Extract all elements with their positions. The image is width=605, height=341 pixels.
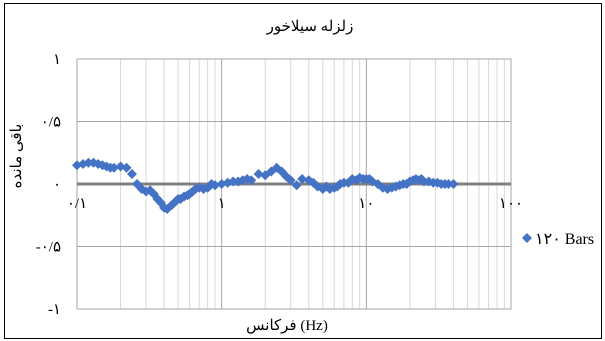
data-point bbox=[285, 175, 296, 186]
y-tick-label: -۱ bbox=[48, 302, 61, 318]
x-tick-label: ۱۰ bbox=[358, 196, 374, 212]
data-point bbox=[297, 174, 308, 184]
y-tick-label: -۰/۵ bbox=[36, 240, 61, 256]
y-axis-title: باقی مانده bbox=[9, 124, 25, 189]
chart-title: زلزله سیلاخور bbox=[266, 19, 354, 35]
legend: ۱۲۰ Bars bbox=[522, 231, 594, 248]
data-point bbox=[228, 176, 239, 187]
legend-label: ۱۲۰ Bars bbox=[535, 231, 594, 248]
y-tick-label: ۱ bbox=[53, 52, 61, 68]
x-tick-label: ۱ bbox=[218, 196, 226, 212]
data-point bbox=[210, 180, 221, 191]
data-point bbox=[108, 162, 119, 173]
x-axis-title: فرکانس (Hz) bbox=[246, 318, 328, 334]
data-point bbox=[121, 162, 132, 173]
data-point bbox=[246, 175, 257, 186]
legend-marker-diamond-icon bbox=[522, 233, 532, 243]
data-point bbox=[448, 179, 459, 189]
chart-area: زلزله سیلاخور ۱ ۰/۵ ۰ -۰/۵ -۱ ۰/۱ ۱ ۱۰ ۱۰۰ باقی… bbox=[4, 3, 602, 339]
y-tick-label: ۰/۵ bbox=[41, 115, 61, 131]
x-tick-labels: ۰/۱ ۱ ۱۰ ۱۰۰ bbox=[67, 196, 523, 212]
data-point bbox=[291, 180, 302, 191]
chart-svg: زلزله سیلاخور ۱ ۰/۵ ۰ -۰/۵ -۱ ۰/۱ ۱ ۱۰ ۱۰۰ باقی… bbox=[9, 19, 594, 334]
y-tick-labels: ۱ ۰/۵ ۰ -۰/۵ -۱ bbox=[36, 52, 61, 318]
data-point bbox=[127, 169, 138, 179]
x-tick-label: ۱۰۰ bbox=[499, 196, 523, 212]
x-tick-label: ۰/۱ bbox=[67, 196, 87, 212]
data-points-layer bbox=[72, 157, 459, 214]
data-point bbox=[83, 157, 94, 168]
y-tick-label: ۰ bbox=[53, 177, 61, 193]
data-point bbox=[253, 169, 264, 179]
